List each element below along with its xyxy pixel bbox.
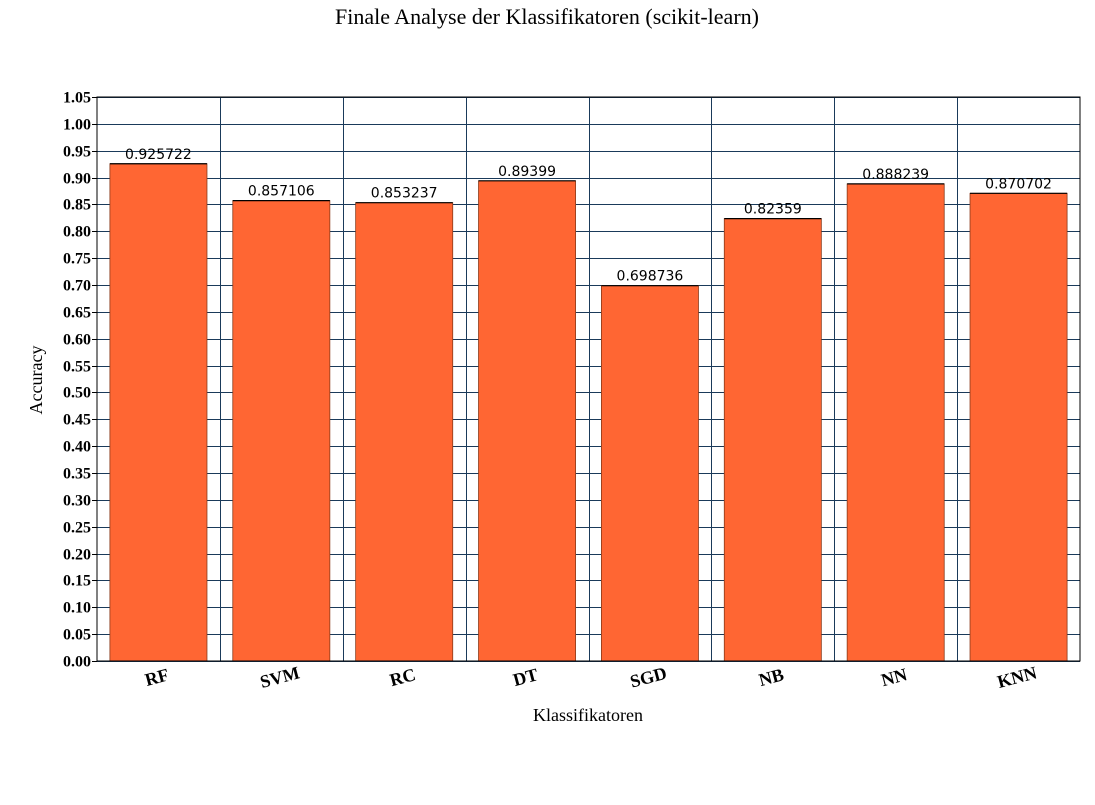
data-label-dt: 0.89399 — [498, 164, 556, 180]
y-tick-label: 0.20 — [63, 547, 91, 564]
y-tick-label: 0.00 — [63, 654, 91, 671]
bar-rc — [355, 202, 454, 662]
bar-dt — [478, 180, 576, 662]
y-tick-label: 0.05 — [63, 627, 91, 644]
x-tick-label-rc: RC — [387, 664, 417, 690]
data-label-svm: 0.857106 — [248, 184, 315, 200]
y-tick-label: 0.45 — [63, 412, 91, 429]
y-tick-label: 0.90 — [63, 171, 91, 188]
y-tick-label: 0.35 — [63, 466, 91, 483]
data-label-rc: 0.853237 — [371, 186, 438, 202]
y-tick-label: 0.25 — [63, 520, 91, 537]
bar-svm — [232, 200, 331, 662]
plot-frame — [96, 96, 1081, 662]
y-tick-label: 0.40 — [63, 439, 91, 456]
y-tick-label: 0.10 — [63, 600, 91, 617]
y-tick-label: 0.85 — [63, 197, 91, 214]
x-tick-label-svm: SVM — [258, 662, 302, 692]
y-tick-label: 1.05 — [63, 90, 91, 107]
x-tick-label-nn: NN — [879, 664, 909, 690]
chart-title: Finale Analyse der Klassifikatoren (scik… — [335, 4, 759, 29]
y-tick-label: 0.70 — [63, 278, 91, 295]
y-tick-label: 0.95 — [63, 144, 91, 161]
x-axis-label: Klassifikatoren — [533, 705, 643, 725]
bars — [109, 163, 1068, 662]
y-axis-label: Accuracy — [26, 346, 46, 415]
bar-sgd — [601, 285, 699, 662]
data-label-nb: 0.82359 — [744, 202, 802, 218]
x-tick-label-rf: RF — [143, 664, 171, 690]
bar-nb — [723, 218, 822, 662]
y-tick-label: 0.65 — [63, 305, 91, 322]
bar-knn — [969, 192, 1068, 662]
bar-rf — [109, 163, 208, 662]
y-tick-label: 0.60 — [63, 332, 91, 349]
x-tick-label-knn: KNN — [995, 662, 1039, 692]
y-tick-label: 0.55 — [63, 359, 91, 376]
y-tick-label: 1.00 — [63, 117, 91, 134]
data-label-rf: 0.925722 — [125, 147, 192, 163]
y-tick-label: 0.15 — [63, 573, 91, 590]
y-tick-label: 0.75 — [63, 251, 91, 268]
y-tick-label: 0.80 — [63, 224, 91, 241]
y-tick-label: 0.50 — [63, 385, 91, 402]
data-labels: 0.925722 0.857106 0.853237 0.89399 0.698736 0… — [125, 147, 1052, 285]
y-tick-label: 0.30 — [63, 493, 91, 510]
x-tick-label-sgd: SGD — [628, 663, 669, 692]
data-label-nn: 0.888239 — [862, 167, 929, 183]
data-label-knn: 0.870702 — [985, 176, 1052, 192]
x-tick-label-dt: DT — [511, 664, 540, 690]
bar-nn — [846, 183, 945, 662]
data-label-sgd: 0.698736 — [617, 269, 684, 285]
x-tick-label-nb: NB — [757, 664, 786, 690]
